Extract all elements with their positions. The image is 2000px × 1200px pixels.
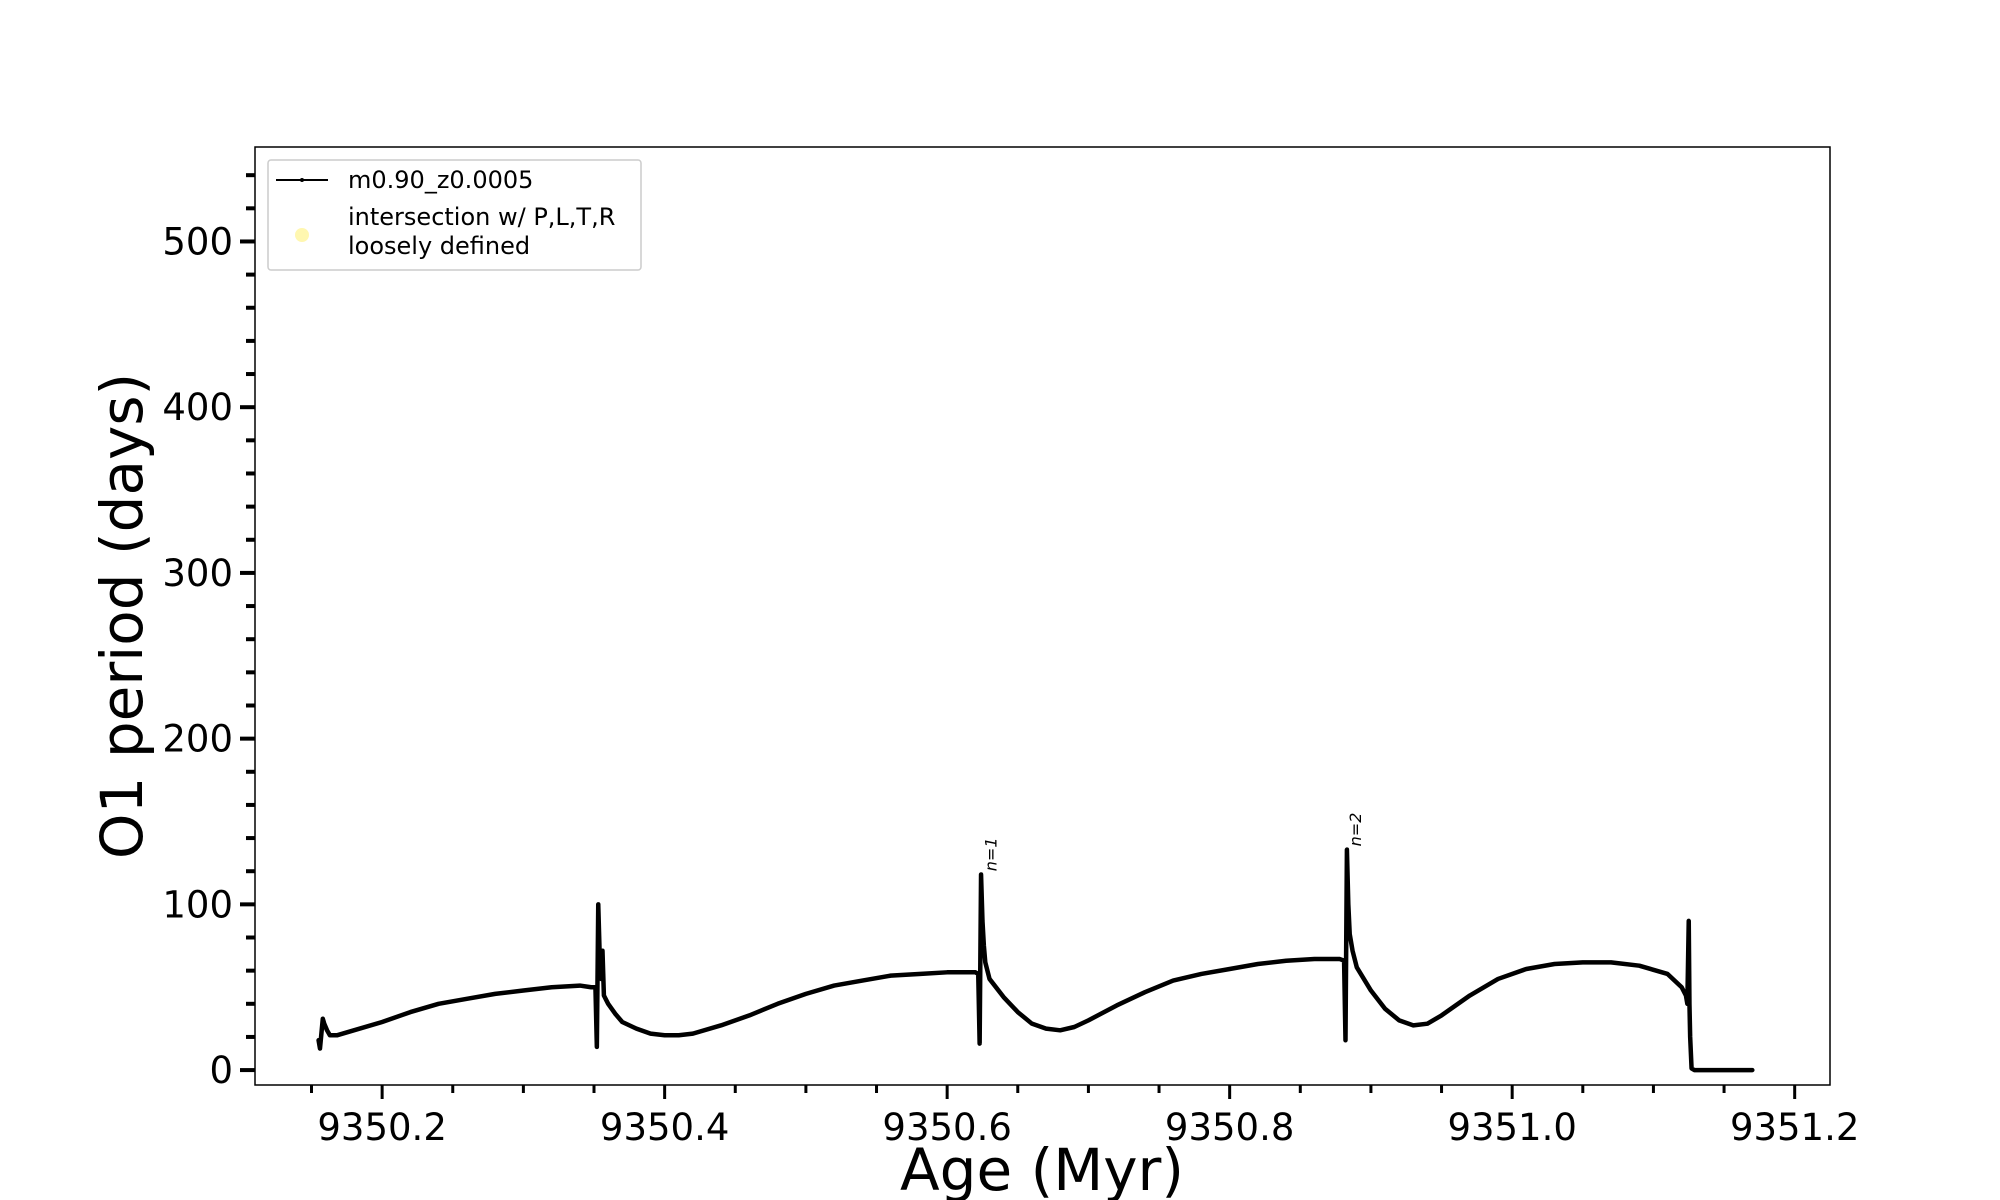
y-tick-label: 500 bbox=[162, 220, 233, 263]
y-tick-label: 300 bbox=[162, 552, 233, 595]
legend-line-swatch-dot bbox=[300, 178, 304, 182]
data-layer bbox=[316, 847, 1755, 1073]
plot-area bbox=[254, 146, 1831, 1086]
annotation-layer: n=1 n=2 bbox=[982, 813, 1365, 872]
legend-box bbox=[267, 159, 642, 271]
y-tick-label: 100 bbox=[162, 883, 233, 926]
x-tick-label: 9351.0 bbox=[1447, 1106, 1576, 1149]
legend-label-intersection-line1: intersection w/ P,L,T,R bbox=[348, 203, 615, 231]
legend-label-intersection-line2: loosely defined bbox=[348, 232, 530, 260]
peak-annotation: n=2 bbox=[1346, 813, 1365, 847]
y-tick-label: 200 bbox=[162, 718, 233, 761]
y-axis-label: O1 period (days) bbox=[88, 373, 156, 859]
legend-label-series: m0.90_z0.0005 bbox=[348, 166, 533, 194]
y-axis: 0 100 200 300 400 500 bbox=[162, 173, 255, 1092]
legend-marker-intersection bbox=[295, 228, 309, 242]
series-line bbox=[316, 847, 1755, 1073]
x-tick-label: 9351.2 bbox=[1730, 1106, 1859, 1149]
y-tick-label: 400 bbox=[162, 386, 233, 429]
x-axis-label: Age (Myr) bbox=[900, 1136, 1184, 1200]
x-tick-label: 9350.6 bbox=[882, 1106, 1011, 1149]
legend: m0.90_z0.0005 intersection w/ P,L,T,R lo… bbox=[267, 159, 642, 271]
x-tick-label: 9350.8 bbox=[1165, 1106, 1294, 1149]
x-tick-label: 9350.4 bbox=[600, 1106, 729, 1149]
y-tick-label: 0 bbox=[209, 1049, 233, 1092]
x-tick-label: 9350.2 bbox=[317, 1106, 446, 1149]
peak-annotation: n=1 bbox=[982, 837, 1001, 871]
x-axis: 9350.2 9350.4 9350.6 9350.8 9351.0 9351.2 bbox=[310, 1085, 1859, 1149]
